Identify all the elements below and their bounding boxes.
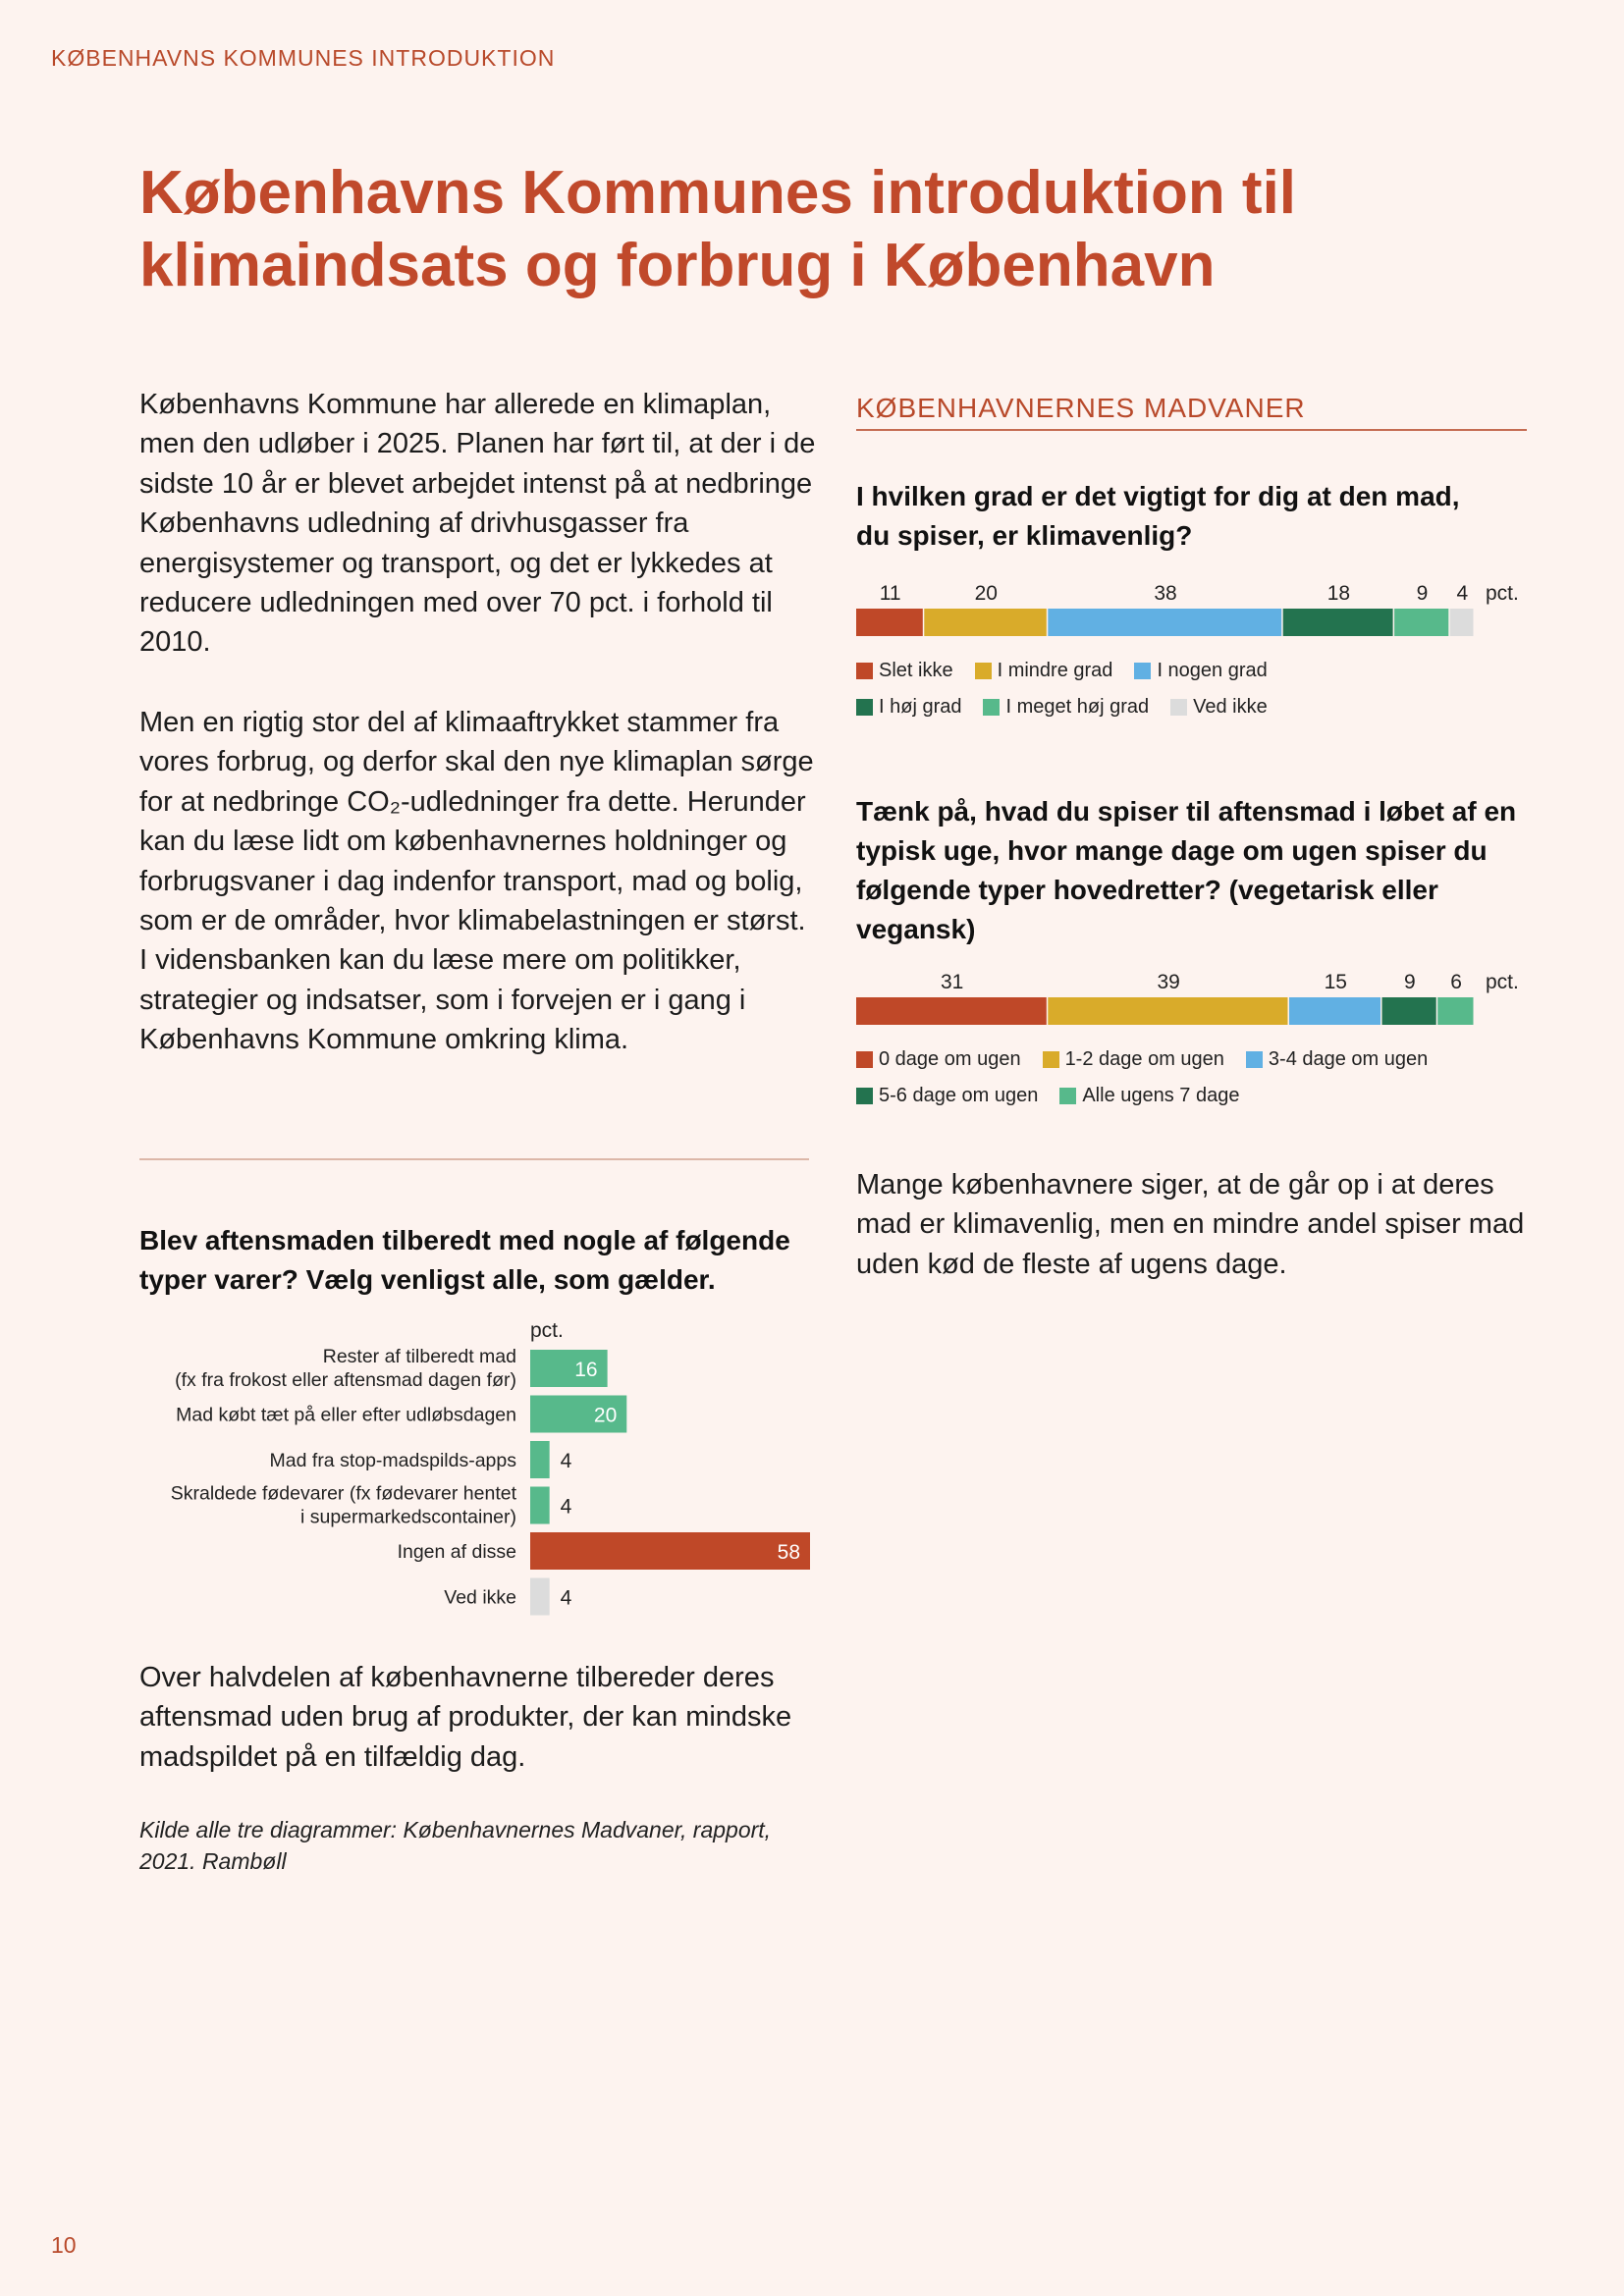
bar-ved-ikke (530, 1577, 550, 1616)
legend-item-i-nogen-grad: I nogen grad (1134, 660, 1268, 682)
bar-segment-i-mindre-grad (924, 609, 1047, 636)
chart2-legend: 0 dage om ugen 1-2 dage om ugen 3-4 dage o… (856, 1041, 1543, 1114)
value-label: 4 (561, 1587, 572, 1610)
value-label-0-dage-om-ugen: 31 (941, 971, 963, 993)
page-title: Københavns Kommunes introduktion til kli… (139, 159, 1297, 299)
legend-item-slet-ikke: Slet ikke (856, 660, 953, 682)
value-label-1-2-dage-om-ugen: 39 (1157, 971, 1179, 993)
category-label: i supermarkedscontainer) (300, 1507, 516, 1528)
value-label-3-4-dage-om-ugen: 15 (1325, 971, 1347, 993)
legend-swatch (1042, 1051, 1059, 1068)
bar-ingen-af-disse (530, 1532, 810, 1570)
unit-label: pct. (530, 1319, 564, 1342)
legend-swatch (856, 1088, 873, 1104)
chart2-question: Tænk på, hvad du spiser til aftensmad i … (856, 796, 1517, 944)
food-waste-products-chart: pct. 16 Rester af tilberedt mad(fx fra fro… (171, 1319, 810, 1616)
category-label: (fx fra frokost eller aftensmad dagen fø… (175, 1369, 516, 1391)
vegetarian-days-chart: 31 39 15 9 6 pct. (856, 971, 1519, 1025)
value-label-5-6-dage-om-ugen: 9 (1404, 971, 1416, 993)
legend-label: I høj grad (879, 696, 962, 718)
legend-item-0-dage-om-ugen: 0 dage om ugen (856, 1048, 1021, 1071)
legend-item-3-4-dage-om-ugen: 3-4 dage om ugen (1245, 1048, 1429, 1071)
value-label-slet-ikke: 11 (880, 582, 901, 605)
legend-item-i-mindre-grad: I mindre grad (974, 660, 1113, 682)
legend-swatch (1170, 699, 1188, 716)
source-note: Kilde alle tre diagrammer: Københavnerne… (139, 1817, 772, 1874)
value-label-i-nogen-grad: 38 (1154, 582, 1176, 605)
value-label-alle-ugens-7-dage: 6 (1450, 971, 1462, 993)
legend-label: Alle ugens 7 dage (1082, 1085, 1240, 1106)
legend-label: 5-6 dage om ugen (879, 1085, 1039, 1106)
climate-importance-chart: 11 20 38 18 9 4 pct. (856, 582, 1519, 636)
value-label-i-hoj-grad: 18 (1327, 582, 1350, 605)
bar-rester-af-tilberedt-mad (530, 1350, 608, 1387)
bar-segment-i-hoj-grad (1282, 609, 1393, 636)
section-label: KØBENHAVNERNES MADVANER (856, 393, 1306, 423)
unit-label: pct. (1486, 582, 1519, 605)
bar-segment-5-6-dage-om-ugen (1381, 997, 1436, 1025)
bar-segment-1-2-dage-om-ugen (1048, 997, 1288, 1025)
legend-label: 1-2 dage om ugen (1064, 1048, 1224, 1070)
right-summary-text: Mange københavnere siger, at de går op i… (856, 1169, 1525, 1280)
legend-item-1-2-dage-om-ugen: 1-2 dage om ugen (1042, 1048, 1224, 1071)
category-label: Mad købt tæt på eller efter udløbsdagen (176, 1405, 516, 1426)
category-label: Mad fra stop-madspilds-apps (270, 1450, 517, 1471)
legend-label: I meget høj grad (1005, 696, 1150, 718)
legend-swatch (1134, 663, 1152, 679)
legend-label: I nogen grad (1157, 660, 1268, 681)
chart3-question: Blev aftensmaden tilberedt med nogle af … (139, 1225, 790, 1295)
bar-mad-fra-stop-madspilds-apps (530, 1441, 550, 1478)
legend-swatch (1245, 1051, 1263, 1068)
legend-item-ved-ikke: Ved ikke (1170, 696, 1268, 719)
running-header: KØBENHAVNS KOMMUNES INTRODUKTION (51, 45, 556, 71)
legend-label: Slet ikke (879, 660, 953, 681)
value-label-i-mindre-grad: 20 (975, 582, 998, 605)
legend-label: 3-4 dage om ugen (1268, 1048, 1429, 1070)
page-number: 10 (51, 2232, 77, 2258)
value-label: 4 (561, 1450, 572, 1472)
value-label: 16 (574, 1359, 597, 1381)
section-divider (856, 429, 1527, 431)
bar-segment-slet-ikke (856, 609, 923, 636)
bar-segment-i-meget-hoj-grad (1394, 609, 1449, 636)
legend-item-alle-ugens-7-dage: Alle ugens 7 dage (1059, 1085, 1239, 1107)
value-label-ved-ikke: 4 (1457, 582, 1469, 605)
legend-swatch (856, 1051, 873, 1068)
chart1-question: I hvilken grad er det vigtigt for dig at… (856, 481, 1460, 551)
legend-label: 0 dage om ugen (879, 1048, 1021, 1070)
legend-swatch (856, 663, 873, 679)
chart1-legend: Slet ikke I mindre grad I nogen grad I høj … (856, 653, 1543, 725)
bar-segment-alle-ugens-7-dage (1437, 997, 1474, 1025)
category-label: Skraldede fødevarer (fx fødevarer hentet (171, 1483, 517, 1505)
legend-label: I mindre grad (997, 660, 1113, 681)
legend-swatch (856, 699, 873, 716)
category-label: Ingen af disse (398, 1541, 516, 1563)
bar-segment-3-4-dage-om-ugen (1289, 997, 1380, 1025)
legend-swatch (974, 663, 992, 679)
value-label: 20 (594, 1405, 617, 1427)
legend-item-i-hoj-grad: I høj grad (856, 696, 961, 719)
category-label: Ved ikke (444, 1587, 516, 1609)
legend-swatch (1059, 1088, 1077, 1104)
bar-skraldede-fodevarer-fx-fodevarer-hentet (530, 1486, 550, 1524)
category-label: Rester af tilberedt mad (323, 1346, 516, 1367)
bar-segment-ved-ikke (1449, 609, 1474, 636)
left-divider (139, 1158, 809, 1160)
bar-mad-kobt-taet-pa-eller-efter-udlobsdagen (530, 1395, 627, 1433)
bar-segment-i-nogen-grad (1048, 609, 1282, 636)
legend-swatch (983, 699, 1001, 716)
value-label: 4 (561, 1496, 572, 1519)
legend-item-5-6-dage-om-ugen: 5-6 dage om ugen (856, 1085, 1038, 1107)
legend-item-i-meget-hoj-grad: I meget høj grad (983, 696, 1149, 719)
bar-segment-0-dage-om-ugen (856, 997, 1047, 1025)
intro-paragraph-2: Men en rigtig stor del af klimaaftrykket… (139, 707, 814, 1056)
legend-label: Ved ikke (1193, 696, 1268, 718)
lower-left-text: Over halvdelen af københavnerne tilbered… (139, 1662, 792, 1773)
value-label: 58 (778, 1541, 800, 1564)
intro-paragraph-1: Københavns Kommune har allerede en klima… (139, 389, 816, 659)
unit-label: pct. (1486, 971, 1519, 993)
value-label-i-meget-hoj-grad: 9 (1417, 582, 1429, 605)
